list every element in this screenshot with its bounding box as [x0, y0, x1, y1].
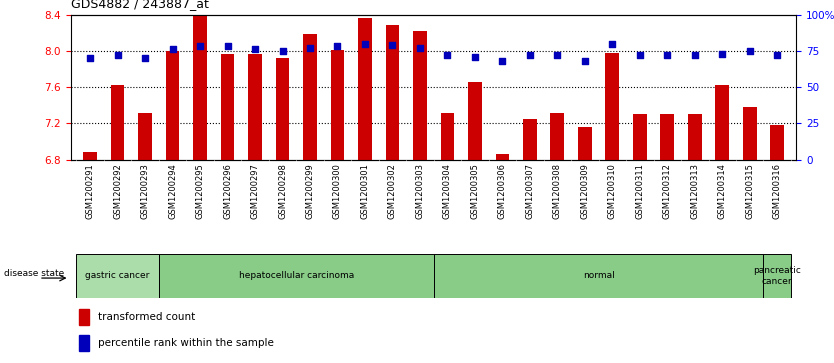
Bar — [743, 107, 756, 160]
Bar — [688, 114, 701, 160]
Text: transformed count: transformed count — [98, 312, 195, 322]
Bar — [385, 25, 399, 160]
Text: GSM1200308: GSM1200308 — [553, 163, 562, 220]
Bar — [468, 82, 482, 160]
Text: GSM1200307: GSM1200307 — [525, 163, 535, 220]
Text: GDS4882 / 243887_at: GDS4882 / 243887_at — [71, 0, 208, 11]
Bar — [330, 50, 344, 160]
Point — [166, 46, 179, 52]
Bar — [661, 114, 674, 160]
Text: GSM1200315: GSM1200315 — [746, 163, 754, 219]
Point — [414, 45, 427, 51]
Point — [193, 44, 207, 49]
Bar — [495, 154, 510, 160]
Text: GSM1200316: GSM1200316 — [773, 163, 781, 220]
Point — [304, 45, 317, 51]
Point — [276, 48, 289, 54]
Bar — [716, 85, 729, 160]
Text: GSM1200306: GSM1200306 — [498, 163, 507, 220]
Text: gastric cancer: gastric cancer — [85, 272, 150, 280]
Point — [661, 52, 674, 58]
Text: pancreatic
cancer: pancreatic cancer — [753, 266, 801, 286]
Point — [523, 52, 536, 58]
Text: GSM1200297: GSM1200297 — [250, 163, 259, 219]
Bar — [434, 254, 763, 298]
Point — [578, 58, 591, 64]
Point — [331, 44, 344, 49]
Text: GSM1200295: GSM1200295 — [195, 163, 204, 219]
Text: GSM1200313: GSM1200313 — [691, 163, 699, 220]
Text: disease state: disease state — [3, 269, 63, 278]
Text: GSM1200296: GSM1200296 — [223, 163, 232, 219]
Point — [138, 55, 152, 61]
Text: hepatocellular carcinoma: hepatocellular carcinoma — [239, 272, 354, 280]
Bar — [79, 335, 89, 351]
Point — [221, 44, 234, 49]
Text: GSM1200302: GSM1200302 — [388, 163, 397, 219]
Bar — [358, 18, 372, 160]
Bar — [605, 53, 619, 160]
Text: normal: normal — [583, 272, 615, 280]
Point — [359, 41, 372, 46]
Text: GSM1200298: GSM1200298 — [278, 163, 287, 219]
Bar — [440, 113, 455, 160]
Bar — [303, 34, 317, 160]
Bar — [79, 309, 89, 325]
Bar — [111, 85, 124, 160]
Bar — [771, 125, 784, 160]
Text: GSM1200311: GSM1200311 — [636, 163, 645, 219]
Text: GSM1200310: GSM1200310 — [608, 163, 617, 219]
Text: percentile rank within the sample: percentile rank within the sample — [98, 338, 274, 348]
Point — [716, 51, 729, 57]
Point — [633, 52, 646, 58]
Point — [83, 55, 97, 61]
Text: GSM1200292: GSM1200292 — [113, 163, 122, 219]
Bar — [158, 254, 434, 298]
Text: GSM1200312: GSM1200312 — [663, 163, 672, 219]
Text: GSM1200305: GSM1200305 — [470, 163, 480, 219]
Point — [468, 54, 481, 60]
Text: GSM1200314: GSM1200314 — [718, 163, 726, 219]
Bar — [276, 58, 289, 160]
Point — [743, 48, 756, 54]
Bar — [578, 127, 591, 160]
Bar — [763, 254, 791, 298]
Bar — [193, 16, 207, 160]
Text: GSM1200301: GSM1200301 — [360, 163, 369, 219]
Point — [111, 52, 124, 58]
Text: GSM1200304: GSM1200304 — [443, 163, 452, 219]
Text: GSM1200291: GSM1200291 — [86, 163, 94, 219]
Bar — [413, 31, 427, 160]
Point — [550, 52, 564, 58]
Point — [688, 52, 701, 58]
Bar — [633, 114, 646, 160]
Bar — [550, 113, 565, 160]
Text: GSM1200300: GSM1200300 — [333, 163, 342, 219]
Point — [605, 41, 619, 46]
Text: GSM1200303: GSM1200303 — [415, 163, 425, 220]
Text: GSM1200293: GSM1200293 — [141, 163, 149, 219]
Bar — [166, 51, 179, 160]
Point — [495, 58, 509, 64]
Bar — [523, 119, 537, 160]
Bar — [249, 54, 262, 160]
Bar — [83, 152, 97, 160]
Point — [771, 52, 784, 58]
Point — [386, 42, 399, 48]
Text: GSM1200309: GSM1200309 — [580, 163, 590, 219]
Text: GSM1200299: GSM1200299 — [305, 163, 314, 219]
Bar — [77, 254, 158, 298]
Point — [440, 52, 454, 58]
Bar — [221, 54, 234, 160]
Point — [249, 46, 262, 52]
Bar — [138, 113, 152, 160]
Text: GSM1200294: GSM1200294 — [168, 163, 177, 219]
